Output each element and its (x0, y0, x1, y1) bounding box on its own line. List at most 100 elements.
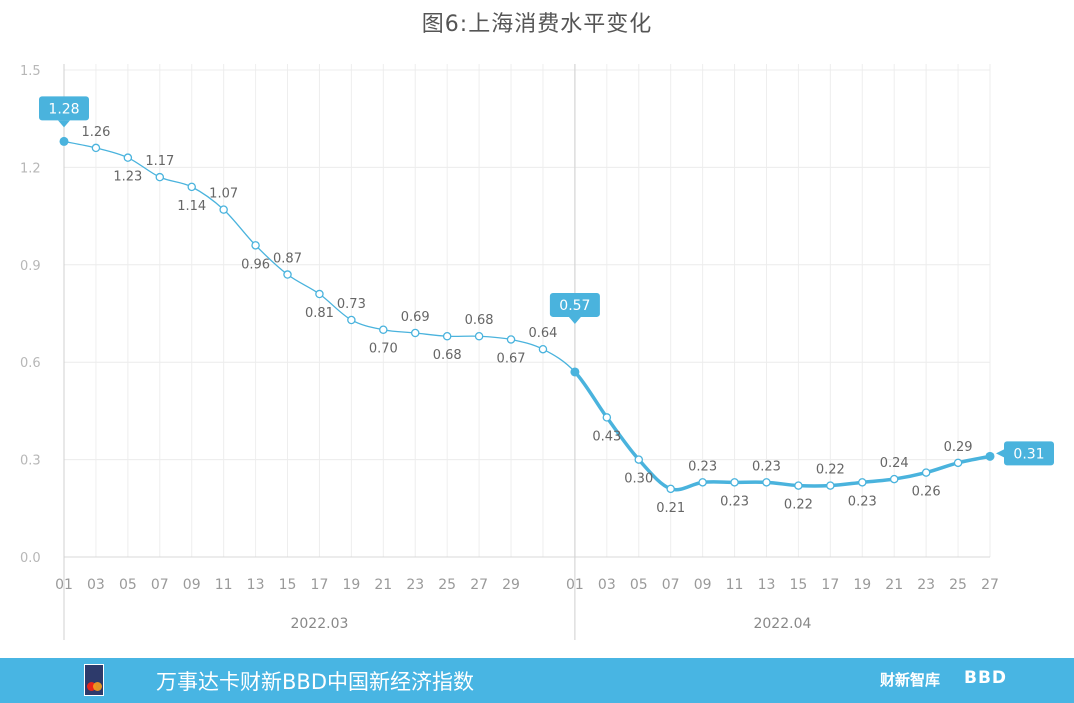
data-label: 0.22 (816, 463, 845, 478)
x-tick-label: 19 (342, 577, 360, 593)
data-label: 0.21 (656, 501, 685, 516)
x-tick-label: 11 (215, 577, 233, 593)
x-tick-label: 25 (438, 577, 456, 593)
data-point (921, 468, 931, 477)
data-label: 0.73 (337, 297, 366, 312)
data-point-highlight (985, 451, 995, 461)
x-tick-label: 17 (311, 577, 329, 593)
callout-box (39, 96, 89, 121)
line-chart: 0.0 0.3 0.6 0.9 1.2 1.5 2022.03 2022.04 01 03 05 07… (20, 64, 1054, 640)
bbd-logo: BBD (964, 668, 1008, 688)
data-label: 0.87 (273, 252, 302, 267)
data-point (634, 455, 644, 464)
data-point (187, 182, 196, 192)
x-tick-label: 23 (406, 577, 424, 593)
data-point (762, 478, 771, 487)
callout-label: 1.28 (48, 101, 79, 117)
data-point (315, 289, 324, 299)
data-label: 0.64 (528, 326, 557, 341)
x-tick-label: 01 (566, 577, 584, 593)
data-label: 0.24 (880, 456, 909, 471)
x-tick-label: 29 (502, 577, 520, 593)
data-point-highlight (59, 136, 69, 146)
data-point (858, 478, 867, 487)
y-tick-label: 0.0 (20, 551, 41, 566)
data-point (506, 335, 516, 344)
callout-pointer (996, 449, 1004, 458)
data-point (283, 270, 292, 279)
data-label: 0.29 (944, 440, 973, 455)
data-point (826, 481, 835, 490)
data-label: 0.43 (592, 429, 621, 444)
data-label: 0.96 (241, 257, 270, 272)
data-label: 0.69 (401, 310, 430, 325)
x-tick-label: 15 (789, 577, 807, 593)
data-point (91, 143, 101, 153)
x-tick-label: 11 (726, 577, 744, 593)
x-tick-label: 05 (630, 577, 648, 593)
data-label: 0.68 (433, 348, 462, 363)
data-point-highlight (570, 367, 580, 377)
data-label: 0.81 (305, 306, 334, 321)
data-point (219, 205, 228, 214)
data-point (442, 331, 452, 341)
mastercard-logo-icon (84, 664, 104, 696)
x-tick-label: 27 (470, 577, 488, 593)
x-tick-label: 21 (374, 577, 392, 593)
callout-pointer (58, 120, 70, 128)
data-label: 0.30 (624, 472, 653, 487)
x-tick-label: 17 (821, 577, 839, 593)
data-point (794, 481, 803, 490)
data-point (379, 325, 388, 334)
y-tick-label: 1.2 (20, 161, 41, 176)
y-tick-label: 0.9 (20, 259, 41, 274)
data-point (123, 153, 133, 162)
data-label: 0.70 (369, 342, 398, 357)
footer-banner: 万事达卡财新BBD中国新经济指数 财新智库 BBD (0, 658, 1074, 703)
data-label: 1.17 (145, 154, 174, 169)
data-point (474, 331, 484, 341)
data-point (347, 315, 356, 325)
callout-label: 0.57 (559, 298, 590, 314)
data-label: 0.23 (752, 459, 781, 474)
data-label: 0.67 (497, 351, 526, 366)
x-tick-label: 01 (55, 577, 73, 593)
x-tick-label: 09 (183, 577, 201, 593)
callout-pointer (568, 316, 581, 324)
x-tick-label: 09 (694, 577, 712, 593)
x-tick-label: 23 (917, 577, 935, 593)
data-point (410, 328, 420, 338)
data-label: 0.23 (720, 494, 749, 509)
chart-title: 图6:上海消费水平变化 (421, 12, 653, 37)
y-tick-label: 0.6 (20, 356, 41, 371)
x-tick-label: 03 (87, 577, 105, 593)
y-tick-label: 0.3 (20, 454, 41, 469)
footer-title: 万事达卡财新BBD中国新经济指数 (156, 670, 474, 694)
callout-box (549, 292, 600, 317)
data-point (155, 172, 165, 182)
data-point (698, 478, 707, 487)
x-tick-label: 21 (885, 577, 903, 593)
x-tick-label: 13 (758, 577, 776, 593)
data-point (889, 474, 899, 484)
data-label: 0.22 (784, 498, 813, 513)
x-tick-label: 19 (853, 577, 871, 593)
x-tick-label: 25 (949, 577, 967, 593)
data-label: 1.07 (209, 187, 238, 202)
x-tick-label: 27 (981, 577, 999, 593)
data-label: 0.23 (688, 459, 717, 474)
data-point (730, 478, 739, 487)
x-tick-label: 05 (119, 577, 137, 593)
data-label: 0.23 (848, 494, 877, 509)
data-label: 1.23 (113, 170, 142, 185)
data-point (538, 344, 548, 354)
caixin-think-tank-logo: 财新智库 (880, 671, 941, 689)
callout-box (1004, 441, 1054, 466)
x-tick-label: 07 (151, 577, 169, 593)
data-point (251, 241, 260, 250)
month-label: 2022.04 (753, 616, 811, 632)
data-label: 0.68 (465, 313, 494, 328)
data-label: 0.26 (912, 485, 941, 500)
x-tick-label: 07 (662, 577, 680, 593)
callout-label: 0.31 (1013, 446, 1044, 462)
